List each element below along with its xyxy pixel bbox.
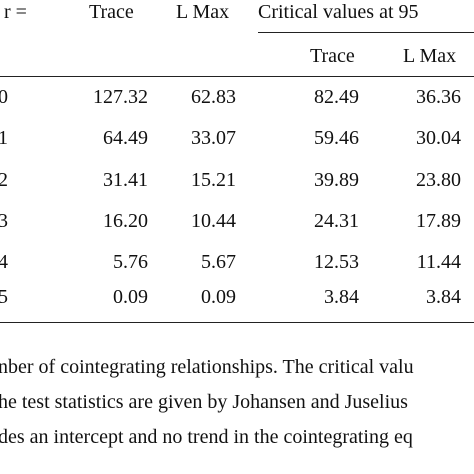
header-bottom-rule: [0, 76, 474, 77]
note: he test statistics are given by Johansen…: [0, 391, 408, 413]
cell: 31.41: [103, 169, 148, 191]
note: des an intercept and no trend in the coi…: [0, 426, 413, 448]
row-label: 0: [0, 86, 8, 108]
critical-header: Critical values at 95: [258, 1, 419, 23]
cell: 11.44: [416, 251, 461, 273]
col-header: Trace: [89, 1, 134, 23]
table-bottom-rule: [0, 322, 474, 323]
cell: 3.84: [324, 286, 359, 308]
cell: 64.49: [103, 127, 148, 149]
cell: 62.83: [191, 86, 236, 108]
row-label: 5: [0, 286, 8, 308]
col-header: L Max: [176, 1, 230, 23]
cell: 82.49: [314, 86, 359, 108]
cell: 17.89: [416, 210, 461, 232]
cell: 5.67: [201, 251, 236, 273]
cell: 59.46: [314, 127, 359, 149]
row-label: 4: [0, 251, 8, 273]
row-label: 1: [0, 127, 8, 149]
cell: 16.20: [103, 210, 148, 232]
note: nber of cointegrating relationships. The…: [0, 356, 414, 378]
cell: 33.07: [191, 127, 236, 149]
cell: 3.84: [426, 286, 461, 308]
cell: 0.09: [113, 286, 148, 308]
row-label: 3: [0, 210, 8, 232]
cell: 23.80: [416, 169, 461, 191]
cell: 39.89: [314, 169, 359, 191]
row-label: 2: [0, 169, 8, 191]
cell: 12.53: [314, 251, 359, 273]
header-rule: [258, 32, 474, 33]
cell: 0.09: [201, 286, 236, 308]
subcol-header: L Max: [403, 45, 457, 67]
cell: 10.44: [191, 210, 236, 232]
cell: 5.76: [113, 251, 148, 273]
cell: 30.04: [416, 127, 461, 149]
cell: 15.21: [191, 169, 236, 191]
cell: 24.31: [314, 210, 359, 232]
cell: 127.32: [93, 86, 148, 108]
cell: 36.36: [416, 86, 461, 108]
r-label: r =: [4, 1, 27, 23]
subcol-header: Trace: [310, 45, 355, 67]
